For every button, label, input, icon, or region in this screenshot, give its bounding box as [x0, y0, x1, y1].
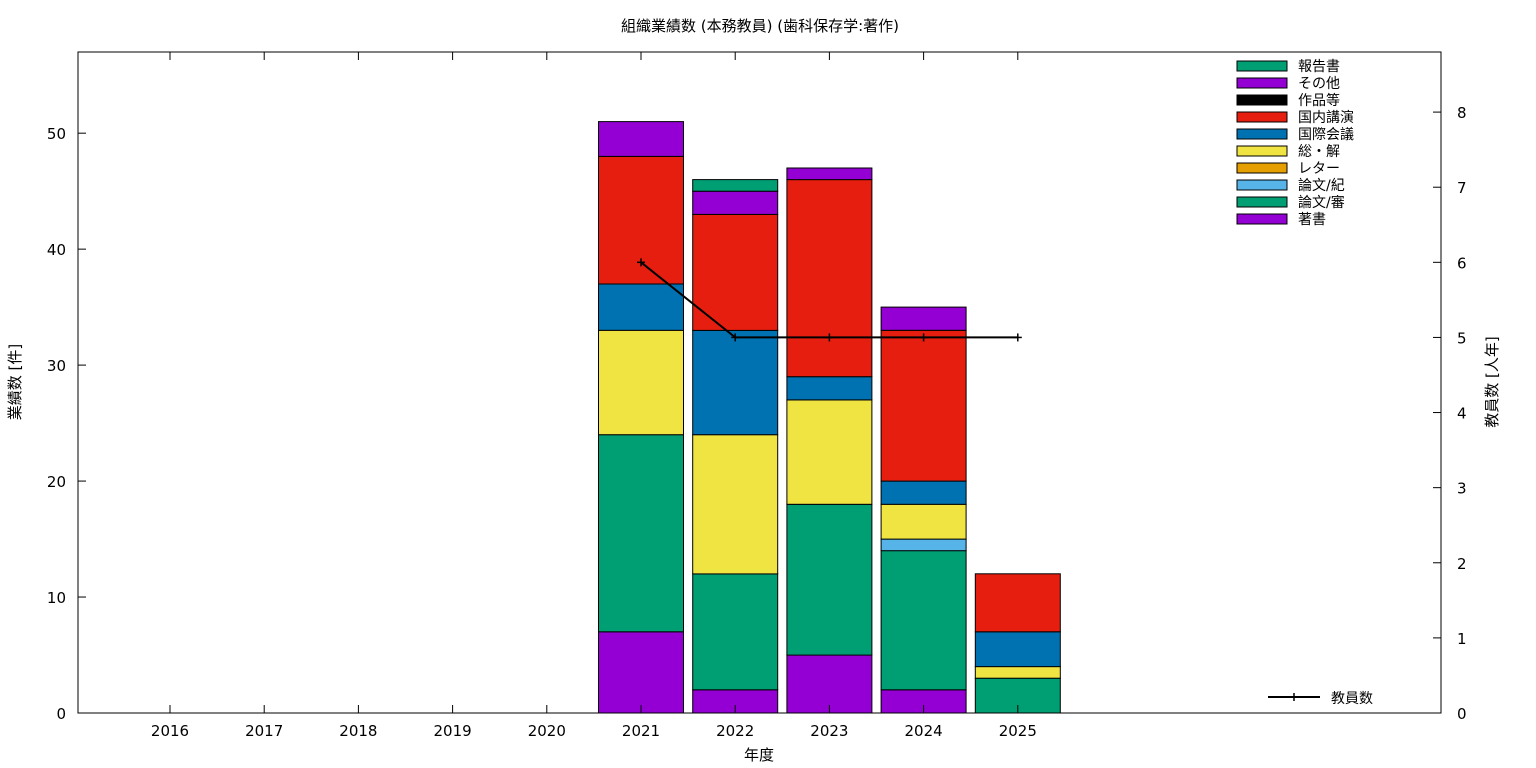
axes-layer: 0 10 20 30 40 50 0 1 2 3 4 5 6 7 8 2016 2017 2018 2019 2020…	[47, 51, 1467, 740]
plot-frame	[77, 51, 1442, 714]
bar-segment-2024-5	[880, 480, 967, 505]
y2-tick-label: 3	[1457, 480, 1467, 498]
x-tick-label: 2017	[245, 722, 283, 740]
legend-line-label: 教員数	[1331, 691, 1373, 707]
teacher-count-line-layer	[637, 258, 1022, 342]
legend-item: 論文/審	[1236, 195, 1345, 211]
legend-swatch	[1236, 77, 1288, 89]
bar-segment-2022-9	[692, 179, 779, 192]
bar-segment-2021-5	[598, 283, 684, 331]
bar-segment-2022-5	[692, 329, 779, 436]
teacher-count-point-2025	[1013, 333, 1022, 342]
y-tick-label: 10	[47, 589, 66, 607]
legend-label: 国内講演	[1298, 110, 1354, 126]
legend-item: 報告書	[1236, 59, 1340, 75]
bar-segment-2023-8	[786, 167, 873, 181]
bar-segment-2024-6	[880, 329, 967, 482]
x-tick-label: 2021	[622, 722, 660, 740]
legend-item: 総・解	[1236, 144, 1340, 160]
chart-title: 組織業績数 (本務教員) (歯科保存学:著作)	[621, 17, 899, 35]
legend-label: 著書	[1298, 212, 1326, 228]
legend-item: 著書	[1236, 212, 1326, 228]
legend-item: 論文/紀	[1236, 178, 1345, 194]
bar-segment-2025-4	[974, 666, 1061, 679]
x-axis-label: 年度	[744, 746, 774, 764]
y-tick-label: 50	[47, 125, 66, 143]
legend-label: 国際会議	[1298, 126, 1354, 143]
x-tick-label: 2020	[528, 722, 566, 740]
y-tick-label: 40	[47, 241, 66, 259]
legend-item: その他	[1236, 76, 1340, 92]
y2-tick-label: 5	[1457, 329, 1467, 347]
bar-segment-2024-1	[880, 550, 967, 691]
y2-tick-label: 4	[1457, 405, 1467, 423]
legend-swatch	[1236, 60, 1288, 72]
legend-label: 論文/紀	[1298, 178, 1345, 194]
bar-segment-2021-0	[598, 631, 684, 714]
bar-segment-2025-5	[974, 631, 1061, 668]
x-tick-label: 2023	[810, 722, 848, 740]
bar-segment-2023-1	[786, 503, 873, 656]
legend-label: 報告書	[1298, 59, 1340, 75]
y-tick-label: 0	[56, 705, 66, 723]
legend-label: 作品等	[1298, 92, 1340, 109]
y2-tick-label: 2	[1457, 555, 1467, 573]
legend-label: 論文/審	[1298, 195, 1345, 211]
legend-label: その他	[1298, 76, 1340, 92]
bar-segment-2025-6	[974, 573, 1061, 633]
bar-segment-2023-6	[786, 179, 873, 378]
bar-segment-2024-4	[880, 503, 967, 540]
y2-tick-label: 7	[1457, 179, 1467, 197]
bar-segment-2023-5	[786, 376, 873, 401]
bar-segment-2021-8	[598, 121, 684, 157]
legend-swatch	[1236, 179, 1288, 191]
y2-axis-label: 教員数 [人年]	[1483, 336, 1501, 427]
y-axis-label: 業績数 [件]	[6, 344, 24, 420]
y-tick-label: 30	[47, 357, 66, 375]
teacher-count-point-2021	[637, 258, 645, 267]
legend-swatch	[1236, 128, 1288, 140]
x-tick-label: 2024	[905, 722, 943, 740]
bars-layer	[598, 121, 1061, 714]
y2-tick-label: 1	[1457, 630, 1467, 648]
legend-item: レター	[1236, 161, 1340, 177]
bar-segment-2023-4	[786, 399, 873, 505]
bar-segment-2023-0	[786, 654, 873, 714]
bar-segment-2024-8	[880, 306, 967, 331]
bar-segment-2024-2	[880, 538, 967, 552]
teacher-count-point-2024	[919, 333, 928, 342]
legend-swatch	[1236, 213, 1288, 225]
teacher-count-point-2022	[731, 333, 740, 342]
bar-segment-2022-8	[692, 190, 779, 215]
legend-swatch	[1236, 94, 1288, 106]
x-tick-label: 2016	[151, 722, 189, 740]
bar-segment-2021-1	[598, 434, 684, 633]
legend-swatch	[1236, 162, 1288, 174]
legend-item: 国内講演	[1236, 110, 1354, 126]
y-tick-label: 20	[47, 473, 66, 491]
y2-tick-label: 6	[1457, 254, 1467, 272]
bar-segment-2022-1	[692, 573, 779, 691]
x-tick-label: 2025	[999, 722, 1037, 740]
x-tick-label: 2022	[716, 722, 754, 740]
legend-label: レター	[1298, 161, 1340, 177]
legend-item-line: 教員数	[1268, 691, 1373, 707]
legend-item: 国際会議	[1236, 126, 1354, 143]
y2-tick-label: 8	[1457, 104, 1467, 122]
legend-label: 総・解	[1298, 144, 1340, 160]
bar-segment-2021-4	[598, 329, 684, 436]
legend-swatch	[1236, 145, 1288, 157]
legend-swatch	[1236, 196, 1288, 208]
legend-swatch	[1236, 111, 1288, 123]
teacher-count-point-2023	[825, 333, 834, 342]
bar-segment-2022-4	[692, 434, 779, 575]
y2-tick-label: 0	[1457, 705, 1467, 723]
x-tick-label: 2019	[434, 722, 472, 740]
x-tick-label: 2018	[339, 722, 377, 740]
legend-item: 作品等	[1236, 92, 1340, 109]
